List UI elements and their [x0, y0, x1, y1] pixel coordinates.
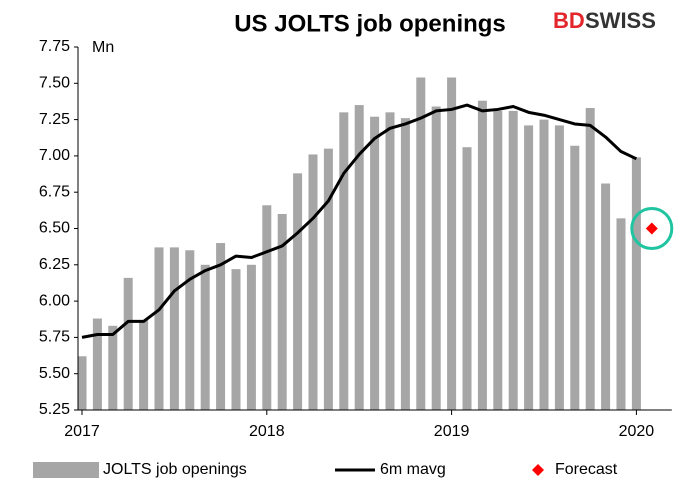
bar — [293, 173, 303, 410]
y-tick-label: 7.50 — [39, 75, 70, 92]
bar — [92, 318, 102, 410]
bar — [246, 264, 256, 410]
x-tick-label: 2018 — [249, 423, 285, 440]
bar — [385, 112, 395, 410]
forecast-marker — [645, 222, 658, 235]
chart-title: US JOLTS job openings — [234, 10, 506, 37]
bar — [462, 147, 472, 411]
y-tick-label: 5.25 — [39, 401, 70, 418]
bar — [616, 218, 626, 410]
legend-label: JOLTS job openings — [103, 461, 247, 478]
bar — [308, 154, 318, 410]
bar — [416, 77, 426, 410]
bar — [601, 183, 611, 410]
bar — [185, 250, 195, 410]
bar — [169, 247, 179, 410]
x-tick-label: 2020 — [619, 423, 655, 440]
bar — [200, 264, 210, 410]
y-tick-label: 7.25 — [39, 111, 70, 128]
y-tick-label: 6.50 — [39, 220, 70, 237]
bar — [524, 125, 534, 411]
bar — [370, 116, 380, 411]
bar — [123, 277, 133, 410]
logo-text: SWISS — [585, 8, 656, 33]
bar — [508, 110, 518, 410]
y-unit: Mn — [92, 39, 114, 56]
legend-label: 6m mavg — [380, 461, 446, 478]
legend-swatch — [532, 464, 544, 476]
bar — [108, 325, 118, 410]
bar — [77, 356, 87, 410]
bar — [431, 106, 441, 411]
bar — [216, 243, 226, 410]
bar — [493, 110, 503, 410]
bar — [570, 145, 580, 410]
bar — [447, 77, 457, 410]
legend-label: Forecast — [555, 461, 618, 478]
bar — [400, 118, 410, 410]
x-tick-label: 2019 — [434, 423, 470, 440]
legend-swatch — [33, 462, 99, 478]
y-tick-label: 6.00 — [39, 292, 70, 309]
bar — [277, 213, 287, 410]
x-tick-label: 2017 — [64, 423, 100, 440]
bar — [477, 100, 487, 410]
highlight-circle — [630, 207, 674, 250]
y-tick-label: 5.75 — [39, 329, 70, 346]
y-tick-label: 7.00 — [39, 147, 70, 164]
bar — [323, 148, 333, 410]
bar — [354, 105, 364, 410]
bar — [631, 157, 641, 410]
bar — [585, 107, 595, 410]
y-tick-label: 6.75 — [39, 183, 70, 200]
y-tick-label: 5.50 — [39, 365, 70, 382]
bar — [154, 247, 164, 410]
line — [81, 103, 638, 339]
logo-text: BD — [553, 8, 585, 33]
bar — [262, 205, 272, 410]
bar — [139, 319, 149, 410]
bar — [231, 269, 241, 410]
bar — [554, 125, 564, 411]
y-tick-label: 7.75 — [39, 38, 70, 55]
bar — [539, 119, 549, 410]
y-tick-label: 6.25 — [39, 256, 70, 273]
bar — [339, 112, 349, 410]
